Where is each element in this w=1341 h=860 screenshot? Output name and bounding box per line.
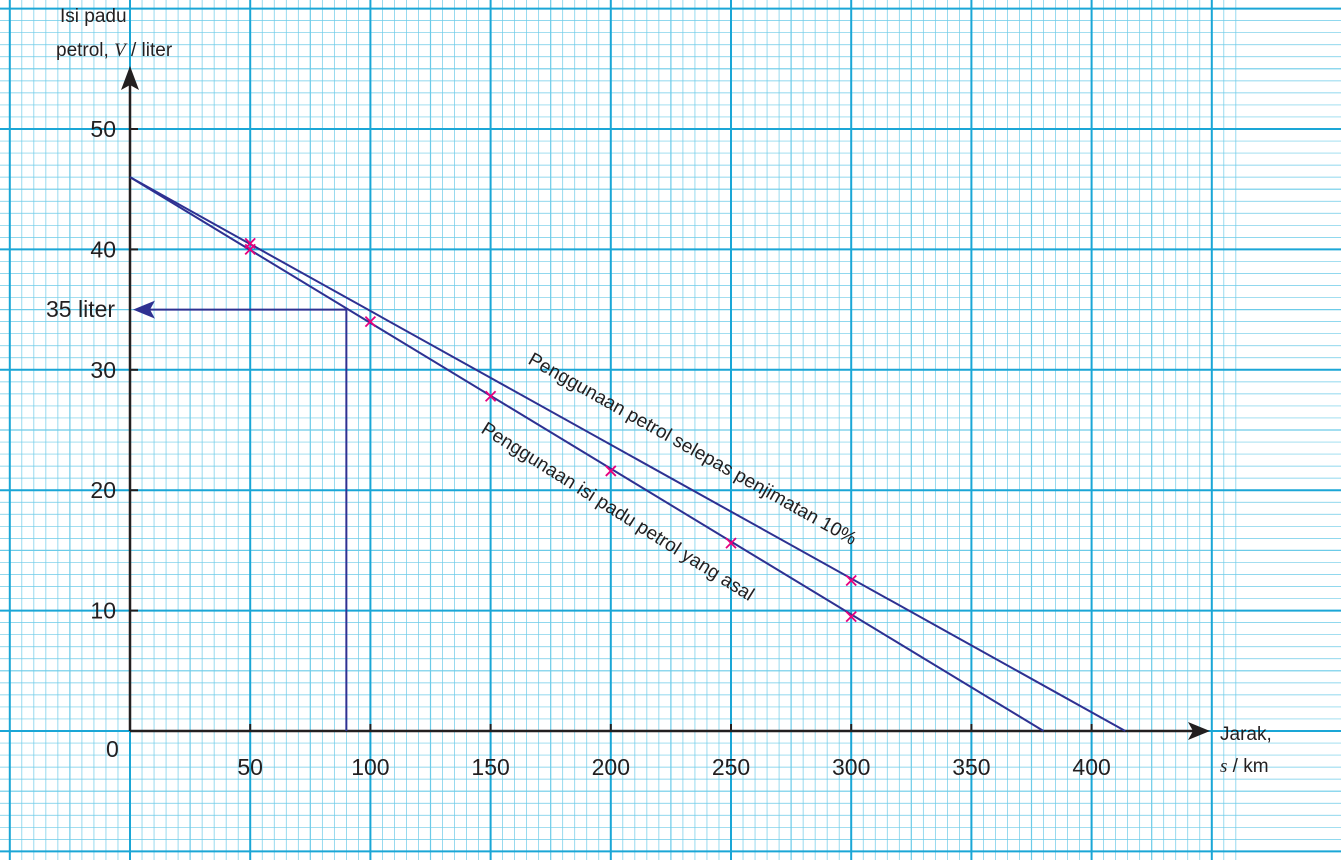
data-point-series-2 (484, 390, 497, 402)
x-tick-label: 350 (952, 754, 990, 780)
marker-stroke (845, 610, 857, 623)
data-point-series-2 (725, 537, 737, 549)
y-axis-title-prefix: petrol, (56, 40, 114, 61)
series-line-1 (129, 176, 1126, 732)
x-tick-label: 300 (832, 754, 870, 780)
data-point-series-1 (845, 574, 857, 587)
data-point-series-2 (244, 243, 256, 256)
annotation-label: 35 liter (46, 296, 115, 322)
y-axis-title-line2: petrol, V / liter (56, 40, 173, 61)
x-axis-arrowhead (1188, 722, 1210, 740)
x-tick-label: 400 (1072, 754, 1110, 780)
x-tick-label: 150 (471, 754, 509, 780)
marker-stroke (725, 537, 737, 549)
marker-stroke (244, 243, 256, 256)
x-tick-label: 200 (592, 754, 630, 780)
x-tick-label: 250 (712, 754, 750, 780)
marker-stroke (845, 574, 857, 587)
x-axis-unit: / km (1227, 756, 1268, 777)
y-tick-label: 40 (90, 236, 116, 262)
marker-stroke (364, 316, 377, 328)
y-tick-label: 30 (90, 357, 116, 383)
x-tick-label: 100 (351, 754, 389, 780)
tick-labels: 50 100 150 200 250 300 350 400 10 20 30 40 50 (90, 116, 1110, 780)
y-tick-label: 50 (90, 116, 116, 142)
origin-label: 0 (106, 736, 119, 762)
annotation-arrowhead (133, 300, 155, 319)
series-line-2 (129, 176, 1045, 732)
x-axis-variable: s (1220, 756, 1227, 777)
series-lines (129, 176, 1126, 732)
data-point-series-2 (364, 316, 377, 328)
axes (121, 66, 1210, 740)
y-tick-label: 10 (90, 598, 116, 624)
marker-stroke (605, 465, 617, 477)
x-tick-label: 50 (237, 754, 263, 780)
y-axis-variable: V (114, 40, 128, 61)
x-axis-title-line1: Jarak, (1220, 724, 1272, 745)
y-axis-arrowhead (121, 66, 139, 90)
data-point-series-2 (845, 610, 857, 623)
data-markers (244, 237, 857, 623)
y-tick-label: 20 (90, 477, 116, 503)
x-axis-title-line2: s / km (1220, 756, 1269, 777)
marker-stroke (484, 390, 497, 402)
annotation-guide-line (150, 308, 348, 731)
y-axis-title-line1: Isi padu (60, 6, 127, 27)
y-axis-unit: / liter (126, 40, 173, 61)
series-label-original: Penggunaan isi padu petrol yang asal (477, 418, 757, 605)
data-point-series-2 (605, 465, 617, 477)
annotation (133, 300, 348, 731)
